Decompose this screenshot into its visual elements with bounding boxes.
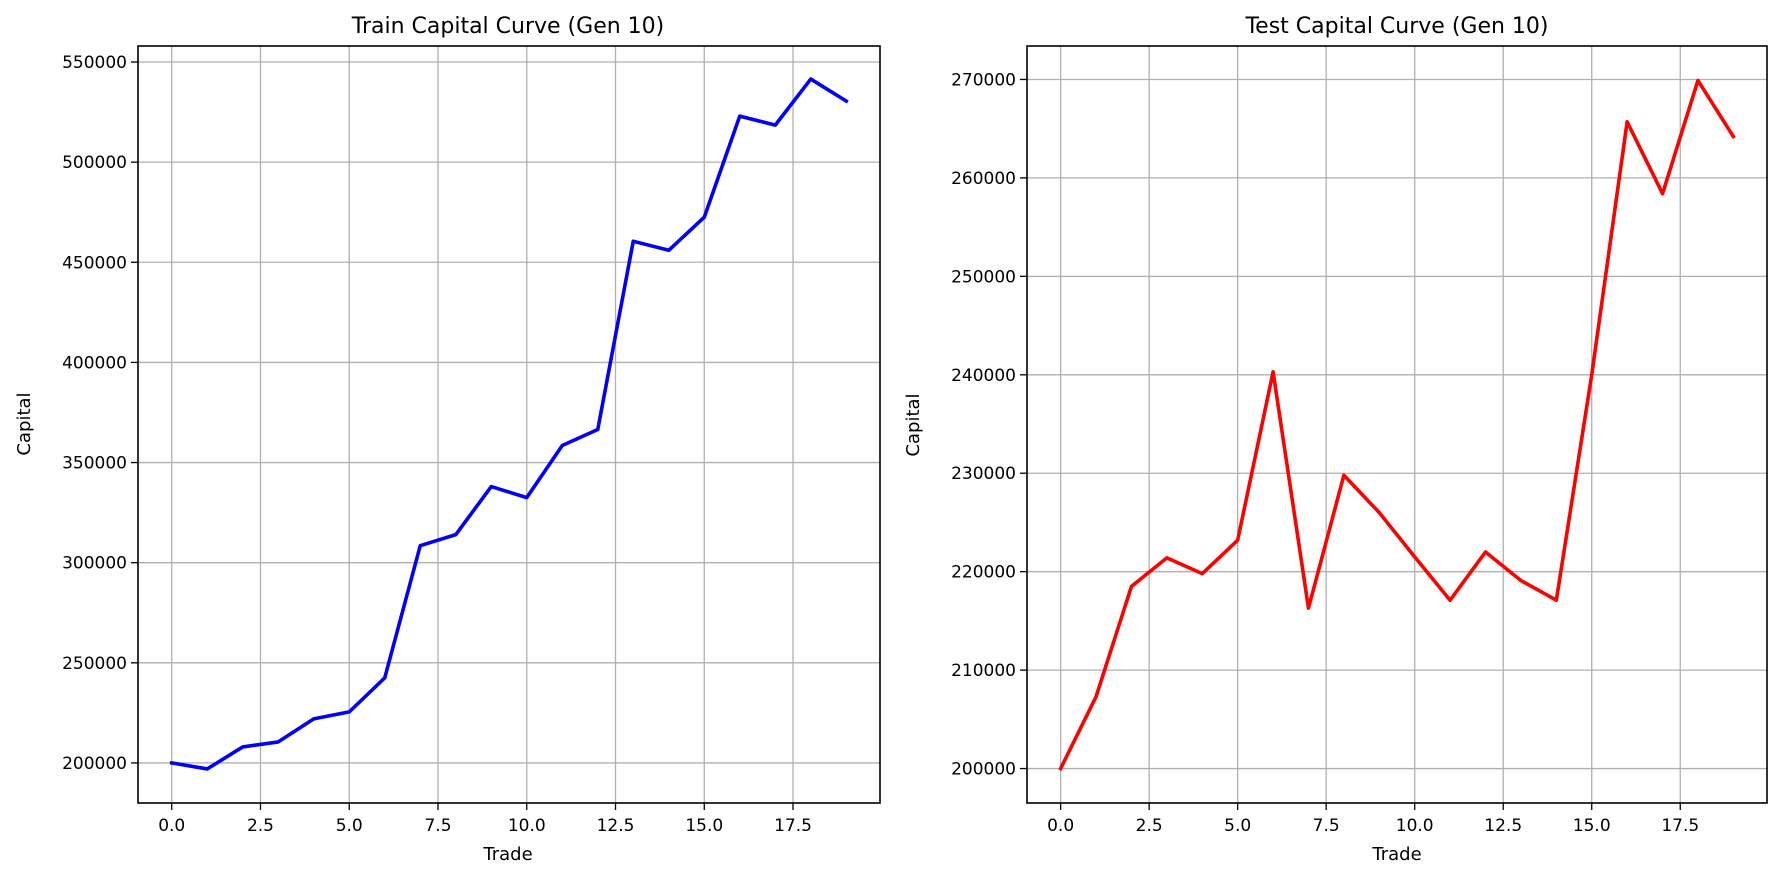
- test-chart-panel: Test Capital Curve (Gen 10) Trade Capita…: [903, 14, 1768, 865]
- test-data-point: [1590, 373, 1594, 377]
- train-x-tick-label: 7.5: [424, 816, 451, 836]
- train-x-tick-label: 2.5: [247, 816, 274, 836]
- train-data-point: [596, 427, 600, 432]
- test-series-line: [1058, 78, 1736, 771]
- train-data-point: [205, 767, 209, 771]
- test-y-tick-label: 270000: [951, 70, 1016, 90]
- test-data-point: [1200, 572, 1204, 576]
- test-data-point: [1625, 120, 1629, 124]
- test-data-point: [1554, 598, 1558, 602]
- train-y-axis-label: Capital: [14, 392, 35, 455]
- train-data-point: [738, 114, 742, 118]
- train-y-tick-label: 500000: [62, 153, 127, 173]
- train-y-tick-label: 250000: [62, 654, 127, 674]
- test-x-tick-label: 12.5: [1484, 816, 1522, 836]
- test-y-tick-label: 230000: [951, 464, 1016, 484]
- train-x-tick-label: 0.0: [158, 816, 185, 836]
- test-x-tick-label: 15.0: [1573, 816, 1611, 836]
- train-y-tick-label: 550000: [62, 53, 127, 73]
- train-data-point: [809, 77, 813, 81]
- train-y-tick-label: 350000: [62, 454, 127, 474]
- test-data-point: [1306, 606, 1311, 610]
- test-data-point: [1165, 556, 1169, 560]
- train-data-point: [489, 484, 493, 489]
- train-data-point: [312, 717, 316, 721]
- train-y-tick-label: 200000: [62, 754, 127, 774]
- train-data-point: [844, 99, 848, 103]
- test-y-tick-label: 250000: [951, 267, 1016, 287]
- train-chart-panel: Train Capital Curve (Gen 10) Trade Capit…: [14, 14, 881, 865]
- test-data-point: [1094, 695, 1098, 699]
- train-data-point: [347, 710, 351, 714]
- test-data-point: [1413, 555, 1417, 559]
- test-data-point: [1377, 511, 1381, 515]
- train-data-point: [631, 239, 635, 243]
- train-data-point: [773, 123, 777, 127]
- test-y-tick-label: 260000: [951, 169, 1016, 189]
- train-data-point: [383, 676, 387, 680]
- test-x-tick-label: 10.0: [1396, 816, 1434, 836]
- train-x-tick-label: 15.0: [685, 816, 723, 836]
- train-series-line: [169, 77, 849, 771]
- test-data-point: [1236, 538, 1240, 542]
- test-x-tick-label: 5.0: [1224, 816, 1251, 836]
- train-data-point: [241, 745, 245, 749]
- test-axes-frame: [1026, 45, 1768, 804]
- train-data-point: [454, 533, 458, 537]
- test-data-point: [1483, 550, 1488, 554]
- test-y-tick-label: 220000: [951, 563, 1016, 583]
- test-x-axis-label: Trade: [1371, 844, 1421, 865]
- test-y-tick-label: 210000: [951, 661, 1016, 681]
- test-x-tick-label: 7.5: [1313, 816, 1340, 836]
- train-data-point: [170, 761, 174, 765]
- test-data-point: [1660, 192, 1665, 196]
- train-data-point: [667, 248, 671, 252]
- train-x-tick-label: 5.0: [336, 816, 363, 836]
- test-data-point: [1342, 473, 1346, 477]
- test-data-point: [1271, 370, 1275, 374]
- test-data-point: [1519, 578, 1523, 583]
- train-axes-frame: [137, 45, 881, 804]
- train-data-point: [702, 215, 706, 219]
- train-y-tick-label: 450000: [62, 253, 127, 273]
- test-chart-title: Test Capital Curve (Gen 10): [1244, 14, 1548, 39]
- train-data-point: [560, 443, 564, 448]
- test-x-tick-label: 2.5: [1136, 816, 1163, 836]
- train-chart-title: Train Capital Curve (Gen 10): [351, 14, 665, 39]
- test-y-tick-label: 240000: [951, 366, 1016, 386]
- train-x-tick-label: 10.0: [508, 816, 546, 836]
- test-data-point: [1448, 598, 1452, 602]
- test-y-tick-label: 200000: [951, 760, 1016, 780]
- train-y-tick-label: 300000: [62, 554, 127, 574]
- test-data-point: [1731, 134, 1735, 139]
- train-data-point: [525, 495, 529, 500]
- train-y-tick-label: 400000: [62, 353, 127, 373]
- train-x-tick-label: 17.5: [774, 816, 812, 836]
- test-data-point: [1059, 766, 1063, 771]
- test-y-axis-label: Capital: [903, 393, 924, 456]
- train-data-point: [418, 544, 422, 548]
- test-x-tick-label: 0.0: [1047, 816, 1074, 836]
- train-data-point: [276, 740, 280, 744]
- test-x-tick-label: 17.5: [1661, 816, 1699, 836]
- train-x-axis-label: Trade: [482, 844, 532, 865]
- train-x-tick-label: 12.5: [597, 816, 635, 836]
- test-data-point: [1129, 584, 1134, 589]
- test-data-point: [1696, 78, 1700, 83]
